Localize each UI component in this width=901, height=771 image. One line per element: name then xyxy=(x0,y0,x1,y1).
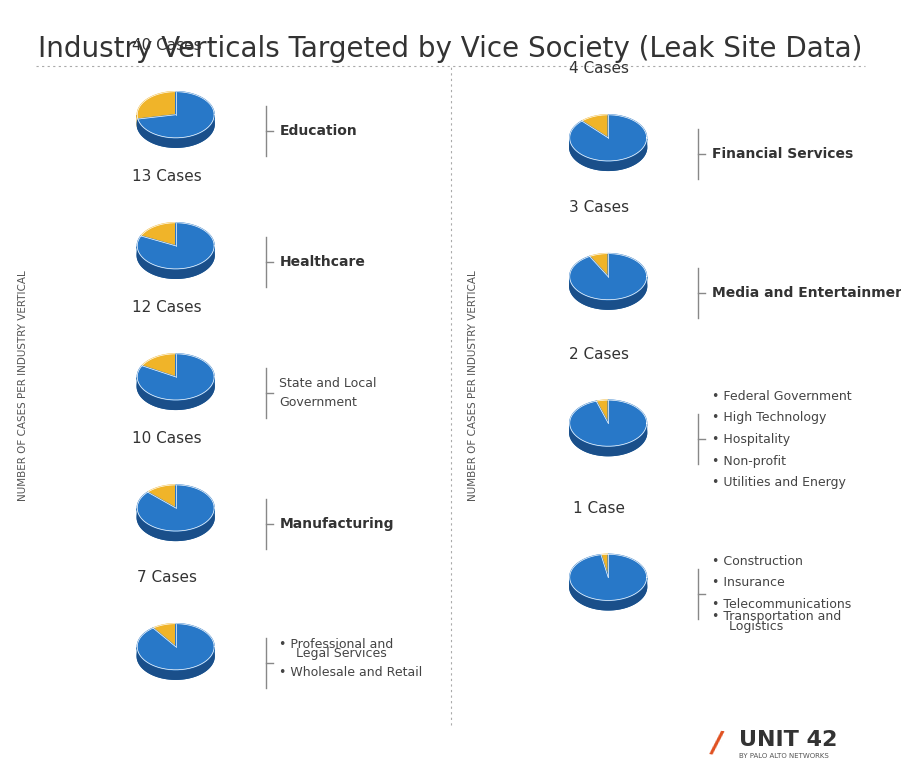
Polygon shape xyxy=(137,223,214,269)
Text: 7 Cases: 7 Cases xyxy=(137,571,196,585)
Text: • Transportation and: • Transportation and xyxy=(712,611,841,623)
Text: • Non-profit: • Non-profit xyxy=(712,455,786,467)
Polygon shape xyxy=(137,363,214,409)
Text: • Professional and: • Professional and xyxy=(279,638,394,651)
Text: State and Local: State and Local xyxy=(279,377,377,390)
Polygon shape xyxy=(569,138,647,170)
Polygon shape xyxy=(137,624,214,670)
Polygon shape xyxy=(569,409,647,456)
Polygon shape xyxy=(569,423,647,456)
Polygon shape xyxy=(137,508,214,540)
Text: Financial Services: Financial Services xyxy=(712,147,853,161)
Text: • Federal Government: • Federal Government xyxy=(712,390,851,402)
Text: Manufacturing: Manufacturing xyxy=(279,517,394,531)
Polygon shape xyxy=(138,116,214,147)
Polygon shape xyxy=(601,554,608,577)
Text: 3 Cases: 3 Cases xyxy=(569,200,629,215)
Text: NUMBER OF CASES PER INDUSTRY VERTICAL: NUMBER OF CASES PER INDUSTRY VERTICAL xyxy=(468,270,478,501)
Text: Government: Government xyxy=(279,396,357,409)
Text: 40 Cases: 40 Cases xyxy=(132,39,202,53)
Polygon shape xyxy=(137,247,214,278)
Polygon shape xyxy=(137,354,214,400)
Polygon shape xyxy=(137,377,214,409)
Polygon shape xyxy=(142,354,176,377)
Text: UNIT 42: UNIT 42 xyxy=(739,730,837,750)
Text: • Insurance: • Insurance xyxy=(712,577,785,589)
Polygon shape xyxy=(569,115,647,161)
Polygon shape xyxy=(138,92,214,138)
Polygon shape xyxy=(141,223,176,246)
Polygon shape xyxy=(137,101,214,147)
Text: Education: Education xyxy=(279,124,357,138)
Polygon shape xyxy=(137,494,214,540)
Text: • Telecommunications: • Telecommunications xyxy=(712,598,851,611)
Text: • Wholesale and Retail: • Wholesale and Retail xyxy=(279,666,423,679)
Polygon shape xyxy=(137,633,214,679)
Text: 2 Cases: 2 Cases xyxy=(569,347,629,362)
Polygon shape xyxy=(137,648,214,679)
Polygon shape xyxy=(137,485,214,531)
Polygon shape xyxy=(569,400,647,446)
Polygon shape xyxy=(582,115,608,138)
Text: • Hospitality: • Hospitality xyxy=(712,433,790,446)
Polygon shape xyxy=(569,554,647,601)
Text: Healthcare: Healthcare xyxy=(279,255,365,269)
Text: • Utilities and Energy: • Utilities and Energy xyxy=(712,476,846,489)
Polygon shape xyxy=(148,485,176,508)
Text: /: / xyxy=(708,729,724,759)
Text: • High Technology: • High Technology xyxy=(712,412,826,424)
Polygon shape xyxy=(569,277,647,309)
Polygon shape xyxy=(137,92,176,119)
Text: BY PALO ALTO NETWORKS: BY PALO ALTO NETWORKS xyxy=(739,752,829,759)
Polygon shape xyxy=(589,254,608,277)
Polygon shape xyxy=(569,124,647,170)
Text: 4 Cases: 4 Cases xyxy=(569,62,629,76)
Text: • Construction: • Construction xyxy=(712,555,803,567)
Polygon shape xyxy=(596,400,608,423)
Text: Logistics: Logistics xyxy=(721,620,783,632)
Text: Media and Entertainment: Media and Entertainment xyxy=(712,286,901,300)
Text: Industry Verticals Targeted by Vice Society (Leak Site Data): Industry Verticals Targeted by Vice Soci… xyxy=(39,35,862,62)
Text: 12 Cases: 12 Cases xyxy=(132,301,202,315)
Polygon shape xyxy=(569,578,647,610)
Polygon shape xyxy=(137,232,214,278)
Text: 10 Cases: 10 Cases xyxy=(132,432,202,446)
Text: Legal Services: Legal Services xyxy=(288,647,387,660)
Text: NUMBER OF CASES PER INDUSTRY VERTICAL: NUMBER OF CASES PER INDUSTRY VERTICAL xyxy=(17,270,28,501)
Polygon shape xyxy=(153,624,176,647)
Text: 1 Case: 1 Case xyxy=(573,501,625,516)
Polygon shape xyxy=(569,263,647,309)
Text: 13 Cases: 13 Cases xyxy=(132,170,202,184)
Polygon shape xyxy=(569,564,647,610)
Polygon shape xyxy=(569,254,647,300)
